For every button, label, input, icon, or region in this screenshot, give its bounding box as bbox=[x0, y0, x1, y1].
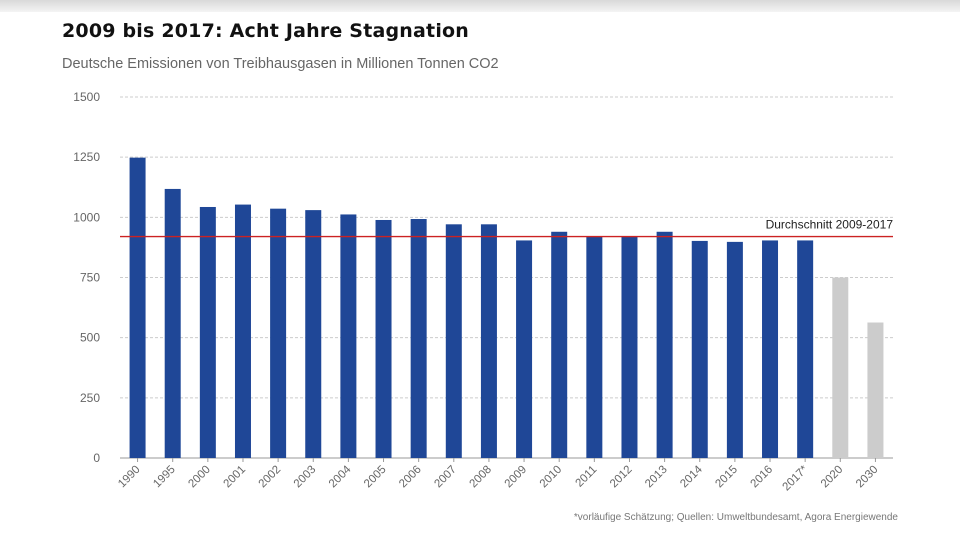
bar-2015 bbox=[726, 241, 743, 458]
bar-2017 bbox=[797, 240, 814, 458]
bar-1990 bbox=[129, 157, 146, 458]
x-tick-label: 2005 bbox=[362, 464, 389, 491]
bar-1995 bbox=[164, 188, 181, 458]
x-tick-label: 2016 bbox=[749, 464, 776, 491]
x-tick-label: 2015 bbox=[713, 464, 740, 491]
x-tick-label: 1990 bbox=[116, 464, 143, 491]
bar-2014 bbox=[691, 240, 708, 458]
x-tick-label: 2014 bbox=[678, 463, 705, 490]
x-tick-label: 2020 bbox=[819, 464, 846, 491]
y-tick-label: 0 bbox=[93, 451, 100, 465]
y-tick-label: 1000 bbox=[73, 210, 100, 224]
x-tick-label: 2007 bbox=[432, 464, 459, 491]
footnote-source: *vorläufige Schätzung; Quellen: Umweltbu… bbox=[573, 512, 898, 523]
bar-2010 bbox=[551, 231, 568, 458]
bar-2009 bbox=[516, 240, 533, 458]
y-tick-label: 1250 bbox=[73, 150, 100, 164]
x-tick-label: 2003 bbox=[292, 464, 319, 491]
x-tick-label: 1995 bbox=[151, 464, 178, 491]
bar-2013 bbox=[656, 231, 673, 458]
bar-2006 bbox=[410, 219, 427, 458]
x-tick-label: 2011 bbox=[573, 464, 599, 490]
bar-2007 bbox=[445, 224, 462, 458]
x-tick-label: 2030 bbox=[854, 464, 881, 491]
x-tick-label: 2001 bbox=[222, 464, 249, 491]
bar-2008 bbox=[480, 224, 497, 458]
x-tick-label: 2013 bbox=[643, 464, 670, 491]
bar-2002 bbox=[270, 208, 287, 458]
x-tick-label: 2012 bbox=[608, 464, 635, 491]
bar-2016 bbox=[762, 240, 779, 458]
x-tick-label: 2010 bbox=[538, 464, 565, 491]
x-tick-label: 2000 bbox=[186, 464, 213, 491]
y-tick-label: 1500 bbox=[73, 90, 100, 104]
bar-2003 bbox=[305, 210, 322, 458]
x-tick-label: 2006 bbox=[397, 464, 424, 491]
chart-title: 2009 bis 2017: Acht Jahre Stagnation bbox=[62, 20, 470, 42]
chart-subtitle: Deutsche Emissionen von Treibhausgasen i… bbox=[62, 56, 499, 72]
bar-2030 bbox=[867, 322, 884, 458]
y-tick-label: 750 bbox=[80, 271, 100, 285]
bar-2001 bbox=[234, 204, 251, 458]
bar-2005 bbox=[375, 219, 392, 458]
bar-2011 bbox=[586, 236, 603, 458]
x-tick-label: 2009 bbox=[503, 464, 530, 491]
bar-2012 bbox=[621, 236, 638, 458]
y-tick-label: 250 bbox=[80, 391, 100, 405]
x-tick-label: 2008 bbox=[467, 464, 494, 491]
x-tick-label: 2002 bbox=[257, 464, 284, 491]
x-tick-label: 2004 bbox=[327, 463, 354, 490]
x-tick-label: 2017* bbox=[781, 463, 811, 493]
bar-2000 bbox=[199, 206, 216, 458]
bar-2004 bbox=[340, 214, 357, 458]
y-tick-label: 500 bbox=[80, 331, 100, 345]
average-line-label: Durchschnitt 2009-2017 bbox=[766, 218, 894, 232]
bar-2020 bbox=[832, 277, 849, 458]
top-shadow-bar bbox=[0, 0, 960, 12]
